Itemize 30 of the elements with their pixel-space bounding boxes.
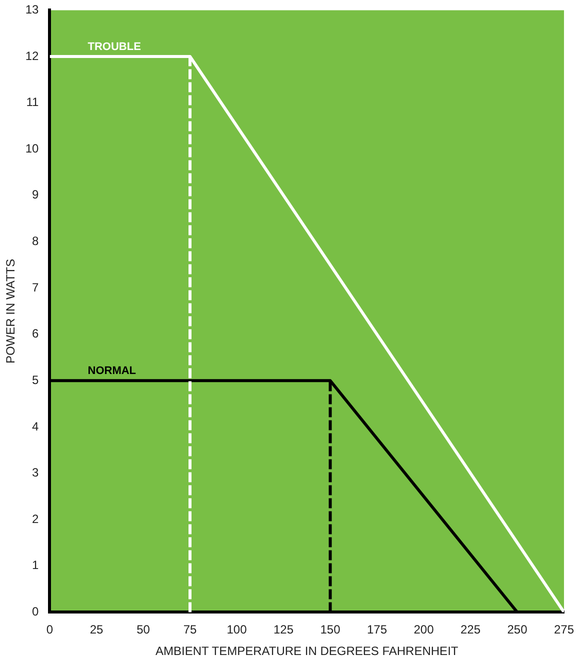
series-label: NORMAL <box>88 365 136 378</box>
x-tick-label: 225 <box>460 622 481 637</box>
y-tick-label: 1 <box>32 558 40 572</box>
y-tick-label: 6 <box>32 326 40 341</box>
x-tick-label: 75 <box>183 622 197 637</box>
x-axis-title: AMBIENT TEMPERATURE IN DEGREES FAHRENHEIT <box>156 644 459 658</box>
x-tick-label: 275 <box>554 622 574 637</box>
y-tick-label: 5 <box>32 372 40 387</box>
y-tick-label: 13 <box>25 2 40 17</box>
x-tick-label: 200 <box>414 622 434 637</box>
y-tick-label: 3 <box>32 466 40 480</box>
x-tick-label: 125 <box>273 622 294 637</box>
y-tick-label: 7 <box>32 280 40 294</box>
y-tick-label: 8 <box>32 234 40 248</box>
y-tick-label: 0 <box>32 604 40 619</box>
x-tick-label: 100 <box>226 622 248 637</box>
x-tick-label: 50 <box>136 622 150 637</box>
y-tick-label: 2 <box>32 512 40 526</box>
y-tick-label: 9 <box>32 188 40 202</box>
series-label: TROUBLE <box>88 41 141 54</box>
y-tick-label: 12 <box>25 48 40 63</box>
x-tick-label: 25 <box>90 622 104 637</box>
y-tick-label: 11 <box>26 95 40 110</box>
y-tick-label: 10 <box>25 141 40 156</box>
x-tick-label: 175 <box>366 622 388 637</box>
x-tick-label: 250 <box>507 622 528 637</box>
y-axis-title: POWER IN WATTS <box>4 258 18 364</box>
x-tick-label: 0 <box>46 622 54 637</box>
x-tick-label: 150 <box>320 622 341 637</box>
y-tick-label: 4 <box>32 419 40 434</box>
